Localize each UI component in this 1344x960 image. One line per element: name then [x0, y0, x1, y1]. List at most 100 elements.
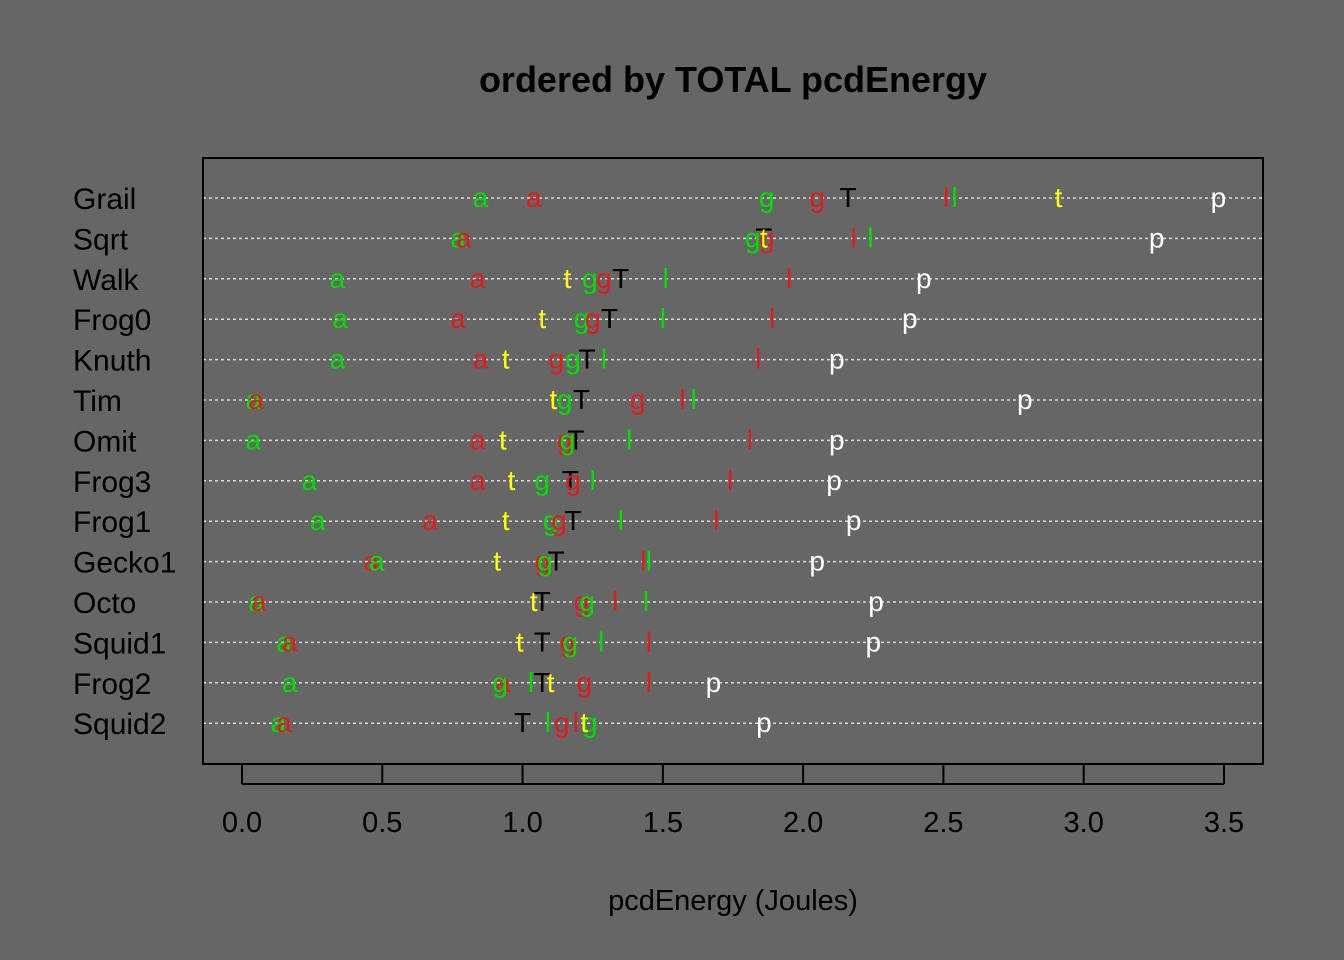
data-point: a [422, 505, 438, 536]
data-point: t [564, 263, 572, 294]
data-point: a [450, 303, 466, 334]
row-label: Frog0 [73, 304, 151, 337]
data-point: p [829, 424, 845, 455]
data-point: t [502, 505, 510, 536]
data-point: p [826, 465, 842, 496]
data-point: l [943, 182, 949, 213]
data-point: l [601, 344, 607, 375]
x-tick-label: 1.0 [502, 807, 542, 839]
data-point: g [492, 667, 508, 698]
data-point: l [691, 384, 697, 415]
data-point: p [1017, 384, 1033, 415]
data-point: a [363, 546, 379, 577]
data-point: l [643, 586, 649, 617]
row-label: Squid1 [73, 627, 166, 660]
data-point: g [543, 505, 559, 536]
data-point: a [470, 424, 486, 455]
data-point: p [706, 667, 722, 698]
data-point: a [473, 182, 489, 213]
data-point: a [271, 707, 287, 738]
data-point: g [562, 626, 578, 657]
data-point: a [473, 344, 489, 375]
data-point: g [585, 303, 601, 334]
row-label: Frog3 [73, 466, 151, 499]
data-point: g [557, 384, 573, 415]
data-point: l [528, 667, 534, 698]
data-point: l [769, 303, 775, 334]
data-point: a [456, 222, 472, 253]
data-point: p [1211, 182, 1227, 213]
data-point: g [560, 424, 576, 455]
data-point: t [580, 707, 588, 738]
data-point: T [514, 707, 531, 738]
data-point: g [557, 424, 573, 455]
data-point: l [640, 546, 646, 577]
x-tick-label: 0.0 [222, 807, 262, 839]
data-point: T [534, 626, 551, 657]
data-point: T [839, 182, 856, 213]
data-point: g [548, 344, 564, 375]
data-point: t [493, 546, 501, 577]
data-point: l [755, 344, 761, 375]
data-point: a [248, 384, 264, 415]
data-point: a [470, 465, 486, 496]
data-point: l [747, 424, 753, 455]
data-point: a [495, 667, 511, 698]
data-point: l [713, 505, 719, 536]
row-label: Sqrt [73, 223, 129, 256]
data-point: T [548, 546, 565, 577]
row-label: Frog2 [73, 668, 151, 701]
data-point: a [450, 222, 466, 253]
row-labels: Grail Sqrt Walk Frog0 Knuth Tim Omit Frog3 Frog1… [73, 183, 176, 741]
data-point: a [470, 263, 486, 294]
data-point: T [534, 667, 551, 698]
data-point: g [582, 263, 598, 294]
row-label: Octo [73, 587, 136, 620]
data-point: a [276, 626, 292, 657]
data-point: l [598, 626, 604, 657]
data-point: l [867, 222, 873, 253]
data-point: l [618, 505, 624, 536]
data-point: p [756, 707, 772, 738]
row-label: Gecko1 [73, 547, 176, 580]
x-axis: 0.0 0.5 1.0 1.5 2.0 2.5 3.0 3.5 [222, 764, 1244, 839]
data-point: t [530, 586, 538, 617]
data-point: g [554, 707, 570, 738]
data-point: g [745, 222, 761, 253]
data-point: g [596, 263, 612, 294]
data-point: p [829, 344, 845, 375]
data-point: a [282, 626, 298, 657]
data-point: l [590, 465, 596, 496]
x-axis-title: pcdEnergy (Joules) [608, 885, 858, 917]
data-point: T [573, 384, 590, 415]
data-point: g [537, 546, 553, 577]
data-point: a [282, 667, 298, 698]
data-point: g [551, 505, 567, 536]
data-point: a [245, 424, 261, 455]
data-point: g [759, 182, 775, 213]
data-point: a [276, 707, 292, 738]
data-point: T [567, 424, 584, 455]
data-point: l [646, 626, 652, 657]
data-point: l [612, 586, 618, 617]
data-point: p [809, 546, 825, 577]
data-point: T [565, 505, 582, 536]
data-point: a [248, 586, 264, 617]
chart-title: ordered by TOTAL pcdEnergy [479, 59, 987, 100]
data-point: g [534, 465, 550, 496]
data-point: t [502, 344, 510, 375]
row-label: Knuth [73, 345, 151, 378]
data-point: p [916, 263, 932, 294]
data-point: l [545, 707, 551, 738]
data-point: a [369, 546, 385, 577]
data-point: t [499, 424, 507, 455]
x-tick-label: 0.5 [362, 807, 402, 839]
data-point: l [663, 263, 669, 294]
row-label: Grail [73, 183, 136, 216]
data-point: a [245, 384, 261, 415]
data-point: t [516, 626, 524, 657]
row-label: Tim [73, 385, 122, 418]
row-label: Omit [73, 425, 137, 458]
